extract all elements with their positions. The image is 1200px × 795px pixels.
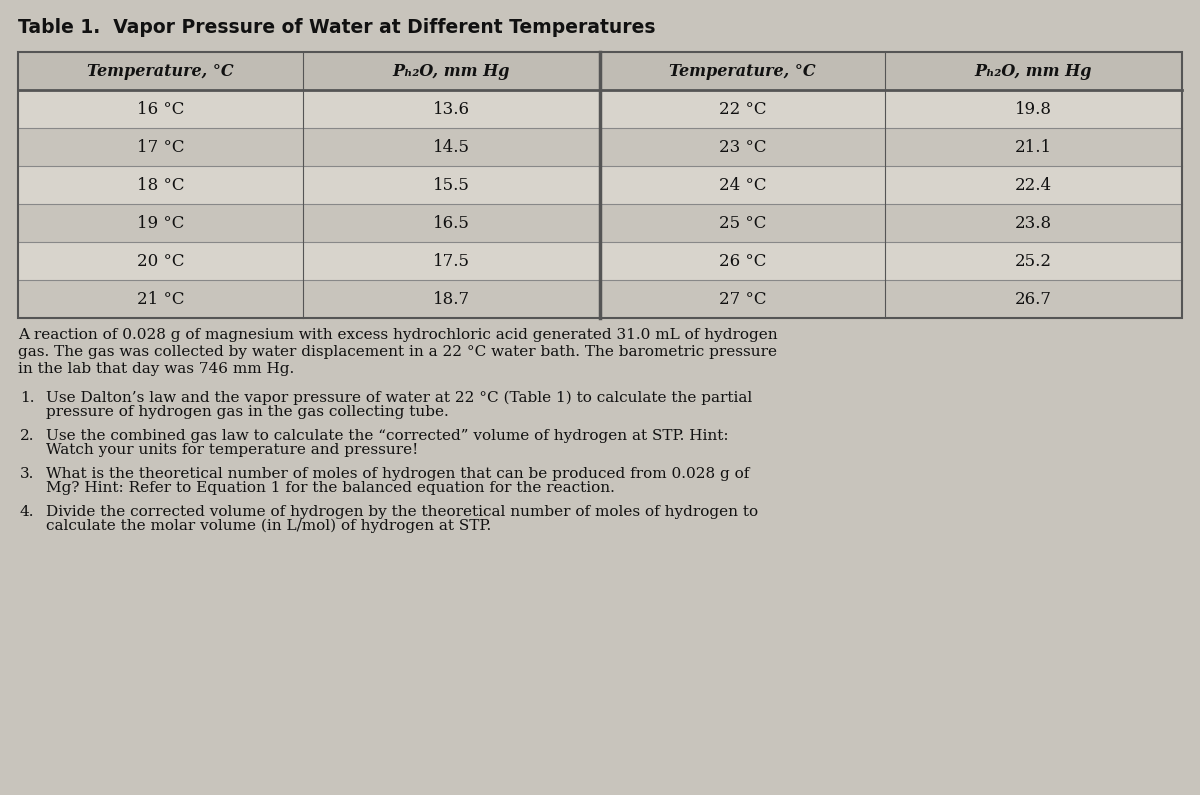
Bar [18, 166, 1182, 204]
Text: 21 °C: 21 °C [137, 290, 185, 308]
Text: 19.8: 19.8 [1015, 100, 1052, 118]
Text: 27 °C: 27 °C [719, 290, 767, 308]
Text: 26 °C: 26 °C [719, 253, 767, 270]
Text: Use Dalton’s law and the vapor pressure of water at 22 °C (Table 1) to calculate: Use Dalton’s law and the vapor pressure … [46, 391, 752, 405]
Text: Temperature, °C: Temperature, °C [88, 63, 234, 80]
Text: 1.: 1. [20, 391, 35, 405]
Text: 15.5: 15.5 [433, 176, 470, 193]
Text: Table 1.  Vapor Pressure of Water at Different Temperatures: Table 1. Vapor Pressure of Water at Diff… [18, 18, 655, 37]
Text: 25.2: 25.2 [1015, 253, 1052, 270]
Text: Watch your units for temperature and pressure!: Watch your units for temperature and pre… [46, 443, 419, 457]
Text: 26.7: 26.7 [1015, 290, 1052, 308]
Bar [18, 90, 1182, 128]
Bar [18, 280, 1182, 318]
Text: 23 °C: 23 °C [719, 138, 767, 156]
Text: A reaction of 0.028 g of magnesium with excess hydrochloric acid generated 31.0 : A reaction of 0.028 g of magnesium with … [18, 328, 778, 342]
Text: 18.7: 18.7 [433, 290, 470, 308]
Text: 14.5: 14.5 [433, 138, 470, 156]
Text: Mg? Hint: Refer to Equation 1 for the balanced equation for the reaction.: Mg? Hint: Refer to Equation 1 for the ba… [46, 481, 614, 495]
Text: in the lab that day was 746 mm Hg.: in the lab that day was 746 mm Hg. [18, 362, 294, 376]
Text: 17.5: 17.5 [433, 253, 470, 270]
Text: 17 °C: 17 °C [137, 138, 185, 156]
Text: Pₕ₂O, mm Hg: Pₕ₂O, mm Hg [974, 63, 1092, 80]
Text: calculate the molar volume (in L/mol) of hydrogen at STP.: calculate the molar volume (in L/mol) of… [46, 519, 491, 533]
Text: 16.5: 16.5 [433, 215, 470, 231]
Bar [18, 128, 1182, 166]
Text: 20 °C: 20 °C [137, 253, 185, 270]
Text: 25 °C: 25 °C [719, 215, 767, 231]
Text: What is the theoretical number of moles of hydrogen that can be produced from 0.: What is the theoretical number of moles … [46, 467, 749, 481]
Text: 23.8: 23.8 [1015, 215, 1052, 231]
Text: 4.: 4. [20, 505, 35, 519]
Text: 21.1: 21.1 [1015, 138, 1052, 156]
Bar [18, 204, 1182, 242]
Text: pressure of hydrogen gas in the gas collecting tube.: pressure of hydrogen gas in the gas coll… [46, 405, 449, 419]
Bar [18, 242, 1182, 280]
Text: 19 °C: 19 °C [137, 215, 185, 231]
Bar [18, 52, 1182, 318]
Text: Temperature, °C: Temperature, °C [670, 63, 816, 80]
Bar [18, 52, 1182, 90]
Text: 2.: 2. [20, 429, 35, 443]
Text: 22.4: 22.4 [1015, 176, 1052, 193]
Text: 16 °C: 16 °C [137, 100, 185, 118]
Text: 13.6: 13.6 [433, 100, 470, 118]
Text: 3.: 3. [20, 467, 35, 481]
Text: gas. The gas was collected by water displacement in a 22 °C water bath. The baro: gas. The gas was collected by water disp… [18, 345, 778, 359]
Text: 24 °C: 24 °C [719, 176, 767, 193]
Text: Use the combined gas law to calculate the “corrected” volume of hydrogen at STP.: Use the combined gas law to calculate th… [46, 429, 728, 443]
Text: 18 °C: 18 °C [137, 176, 185, 193]
Text: Pₕ₂O, mm Hg: Pₕ₂O, mm Hg [392, 63, 510, 80]
Text: 22 °C: 22 °C [719, 100, 767, 118]
Text: Divide the corrected volume of hydrogen by the theoretical number of moles of hy: Divide the corrected volume of hydrogen … [46, 505, 758, 519]
